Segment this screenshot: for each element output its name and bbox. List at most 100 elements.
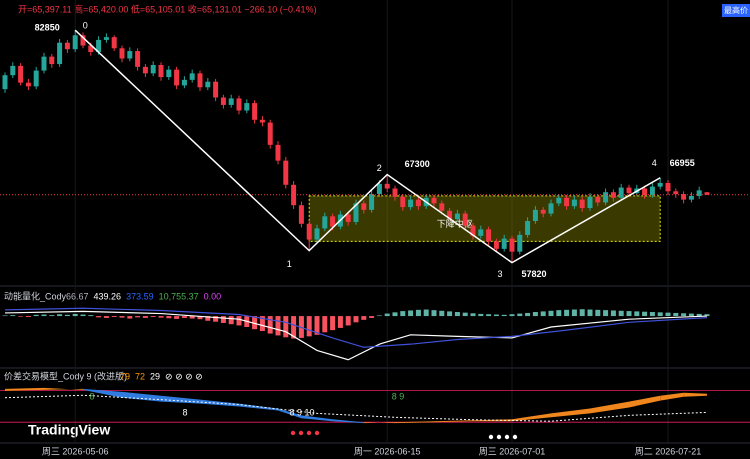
candle-body xyxy=(10,65,16,76)
candle-body xyxy=(166,69,172,78)
candle-body xyxy=(197,73,203,88)
pane-title: 动能量化_Cody xyxy=(4,290,67,301)
histogram-bar xyxy=(688,313,694,317)
candle-body xyxy=(142,66,148,74)
histogram-bar xyxy=(525,312,531,317)
candle-body xyxy=(447,210,453,220)
histogram-bar xyxy=(509,314,515,317)
spread-band xyxy=(660,392,684,401)
histogram-bar xyxy=(610,310,616,317)
dot xyxy=(298,430,304,436)
spread-band xyxy=(278,408,302,419)
candle-body xyxy=(322,216,328,229)
histogram-bar xyxy=(649,312,655,317)
histogram-bar xyxy=(431,310,437,317)
dot xyxy=(290,430,296,436)
candle-body xyxy=(376,183,382,195)
candle-body xyxy=(501,238,507,249)
dot xyxy=(306,430,312,436)
pane-readout: ⊘ ⊘ ⊘ ⊘ xyxy=(165,371,203,381)
candle-body xyxy=(673,191,679,195)
candle-body xyxy=(571,199,577,207)
pivot-label: 1 xyxy=(287,259,292,269)
candle-body xyxy=(626,187,632,194)
histogram-bar xyxy=(80,314,86,317)
histogram-bar xyxy=(400,311,406,317)
histogram-bar xyxy=(205,316,211,321)
candle-body xyxy=(41,56,47,71)
histogram-bar xyxy=(369,316,375,318)
spread-band xyxy=(161,395,200,404)
badge: 最高价 xyxy=(724,5,748,15)
x-tick-label: 周三 2026-07-01 xyxy=(479,446,546,456)
candle-body xyxy=(431,197,437,204)
histogram-bar xyxy=(532,312,538,317)
candle-body xyxy=(353,203,359,222)
x-tick-label: 周三 2026-05-06 xyxy=(42,446,109,456)
pivot-price: 57820 xyxy=(521,269,546,279)
pivot-label: 4 xyxy=(652,158,657,168)
zone xyxy=(308,195,661,242)
candle-body xyxy=(267,122,273,145)
histogram-bar xyxy=(41,314,47,317)
histogram-bar xyxy=(556,310,562,317)
histogram-bar xyxy=(415,309,421,317)
histogram-bar xyxy=(283,316,289,338)
candle-body xyxy=(189,73,195,80)
candle-body xyxy=(2,75,8,90)
histogram-bar xyxy=(384,313,390,317)
histogram-bar xyxy=(337,316,343,328)
candle-body xyxy=(517,234,523,252)
candle-body xyxy=(408,199,414,208)
dot xyxy=(504,434,510,440)
histogram-bar xyxy=(486,314,492,317)
histogram-bar xyxy=(603,310,609,317)
histogram-bar xyxy=(64,314,70,317)
histogram-bar xyxy=(634,311,640,317)
candle-body xyxy=(213,81,219,98)
histogram-bar xyxy=(626,311,632,317)
histogram-bar xyxy=(96,316,102,318)
candle-body xyxy=(415,199,421,207)
histogram-bar xyxy=(361,316,367,320)
candle-body xyxy=(127,51,133,59)
candle-body xyxy=(88,45,94,52)
spread-band xyxy=(683,392,707,397)
histogram-bar xyxy=(150,316,156,318)
candle-body xyxy=(564,197,570,207)
annotation: 8 xyxy=(182,407,187,417)
pane-readout: 79 xyxy=(120,371,130,381)
histogram-bar xyxy=(267,316,273,334)
histogram-bar xyxy=(587,309,593,317)
candle-body xyxy=(103,37,109,40)
candle-body xyxy=(532,209,538,221)
histogram-bar xyxy=(259,316,265,332)
candle-body xyxy=(618,187,624,198)
dot xyxy=(512,434,518,440)
histogram-bar xyxy=(470,313,476,317)
annotation: 8 9 xyxy=(392,391,405,401)
candle-body xyxy=(509,238,515,252)
pane-readout: 10,755.37 xyxy=(159,291,199,301)
dot xyxy=(488,434,494,440)
pane-readout: 66.67 xyxy=(66,291,89,301)
candle-body xyxy=(150,65,156,74)
histogram-bar xyxy=(142,316,148,318)
candle-body xyxy=(25,82,31,87)
ohlc-readout: 开=65,397.11 高=65,420.00 低=65,105.01 收=65… xyxy=(18,3,317,14)
dots xyxy=(290,430,518,440)
histogram-bar xyxy=(423,309,429,317)
candle-body xyxy=(361,203,367,210)
histogram-bar xyxy=(306,316,312,337)
candle-body xyxy=(205,81,211,88)
histogram-bar xyxy=(33,314,39,317)
histogram-bar xyxy=(376,315,382,317)
annotation: 8 xyxy=(89,391,94,401)
histogram-bar xyxy=(291,316,297,339)
spread-band xyxy=(590,401,629,414)
histogram-bar xyxy=(25,316,31,318)
histogram-bar xyxy=(392,312,398,317)
candle-body xyxy=(595,196,601,203)
histogram-bar xyxy=(493,314,499,317)
candle-body xyxy=(252,103,258,120)
